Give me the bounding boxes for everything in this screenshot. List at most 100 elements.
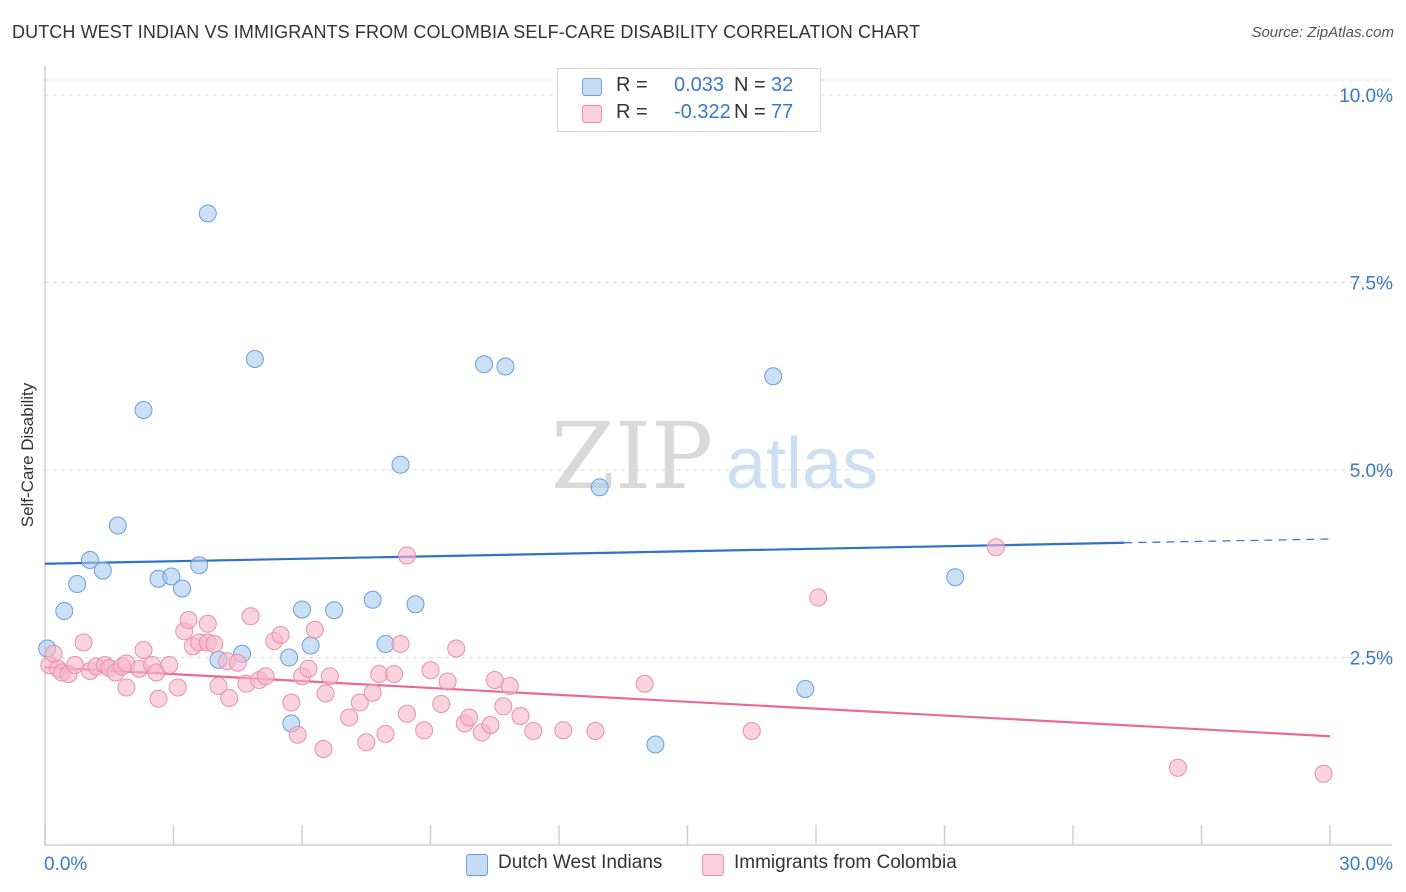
- pink-point: [134, 641, 153, 659]
- pink-point: [554, 721, 573, 740]
- x-tick-label: 30.0%: [1339, 854, 1393, 875]
- blue-point: [496, 357, 515, 376]
- pink-point: [986, 538, 1005, 557]
- pink-point: [179, 611, 198, 629]
- blue-point: [190, 556, 209, 575]
- pink-point: [74, 633, 93, 652]
- pink-point: [65, 656, 84, 674]
- blue-point: [391, 455, 410, 474]
- pink-point: [481, 716, 500, 734]
- pink-point: [340, 708, 359, 727]
- blue-point: [162, 567, 181, 586]
- pink-point: [314, 740, 333, 758]
- blue-point: [80, 551, 99, 569]
- pink-point: [198, 614, 217, 633]
- blue-point: [55, 602, 74, 620]
- pink-point: [117, 678, 136, 697]
- r-label: R =: [616, 74, 648, 96]
- pink-point: [357, 733, 376, 752]
- y-tick-label: 7.5%: [1350, 274, 1393, 295]
- blue-point: [173, 579, 192, 598]
- blue-point: [764, 367, 783, 386]
- blue-point: [796, 680, 815, 698]
- pink-point: [385, 665, 404, 683]
- blue-trend-extension: [1124, 538, 1331, 544]
- pink-point: [220, 689, 239, 707]
- pink-point: [586, 722, 605, 740]
- n-value: 32: [771, 74, 794, 96]
- pink-point: [205, 635, 224, 653]
- pink-point: [168, 678, 187, 697]
- pink-point: [363, 683, 382, 702]
- pink-point: [376, 725, 395, 743]
- pink-point: [1168, 758, 1187, 777]
- blue-point: [108, 516, 127, 535]
- pink-point: [299, 659, 318, 678]
- pink-point: [241, 607, 260, 626]
- pink-point: [415, 721, 434, 740]
- legend-swatch-pink: [582, 105, 602, 123]
- legend-swatch-blue: [466, 854, 488, 876]
- n-label: N =: [734, 74, 766, 96]
- blue-point: [198, 204, 217, 223]
- pink-point: [460, 708, 479, 727]
- r-value: -0.322: [674, 101, 731, 123]
- legend-label: Dutch West Indians: [498, 852, 663, 873]
- blue-point: [301, 636, 320, 655]
- blue-point: [293, 600, 311, 619]
- pink-trend-line: [44, 666, 1331, 738]
- legend-swatch-blue: [582, 78, 602, 96]
- n-value: 77: [771, 101, 794, 123]
- pink-point: [485, 671, 504, 689]
- chart-title: DUTCH WEST INDIAN VS IMMIGRANTS FROM COL…: [12, 22, 921, 42]
- pink-point: [149, 689, 168, 708]
- pink-point: [305, 620, 324, 639]
- r-value: 0.033: [674, 74, 725, 96]
- pink-point: [511, 707, 530, 725]
- blue-point: [325, 601, 344, 620]
- pink-point: [438, 672, 457, 691]
- pink-point: [288, 725, 307, 744]
- stats-legend: R = 0.033 N = 32 R = -0.322 N = 77: [557, 68, 821, 132]
- pink-point: [209, 677, 228, 695]
- pink-point: [256, 667, 275, 686]
- blue-point: [376, 635, 395, 653]
- pink-point: [809, 588, 828, 607]
- pink-point: [447, 639, 466, 658]
- blue-point: [946, 568, 965, 587]
- legend-label: Immigrants from Colombia: [734, 852, 957, 873]
- legend-swatch-pink: [702, 854, 724, 876]
- pink-point: [635, 674, 654, 693]
- pink-point: [320, 667, 339, 686]
- pink-point: [500, 677, 519, 695]
- pink-point: [391, 635, 410, 653]
- blue-point: [646, 735, 665, 754]
- y-tick-label: 10.0%: [1339, 86, 1393, 107]
- blue-point: [134, 401, 153, 419]
- y-tick-label: 5.0%: [1350, 461, 1393, 482]
- blue-point: [280, 648, 299, 667]
- blue-point: [68, 575, 87, 593]
- pink-point: [421, 661, 440, 680]
- pink-point: [271, 626, 290, 644]
- blue-point: [590, 478, 609, 497]
- pink-point: [370, 665, 389, 683]
- pink-point: [524, 722, 543, 740]
- pink-point: [494, 697, 513, 716]
- x-tick-label: 0.0%: [44, 854, 87, 875]
- y-axis-label: Self-Care Disability: [18, 382, 37, 528]
- pink-point: [160, 656, 179, 674]
- blue-point: [93, 561, 112, 580]
- n-label: N =: [734, 101, 766, 123]
- pink-point: [397, 704, 416, 723]
- pink-point: [350, 693, 369, 712]
- blue-point: [475, 355, 494, 374]
- watermark-zip: ZIP: [551, 403, 713, 510]
- pink-point: [228, 653, 247, 672]
- blue-point: [406, 595, 425, 614]
- pink-point: [1314, 764, 1333, 783]
- pink-point: [44, 644, 63, 663]
- watermark-atlas: atlas: [726, 424, 878, 504]
- pink-point: [316, 684, 335, 703]
